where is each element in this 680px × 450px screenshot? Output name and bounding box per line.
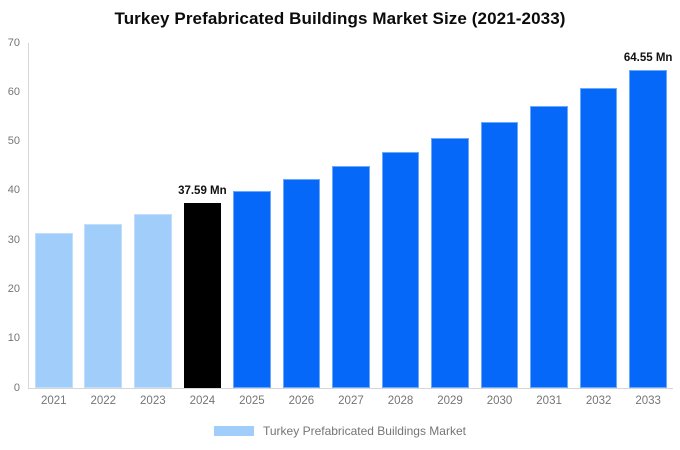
- x-tick-label-2022: 2022: [90, 395, 117, 407]
- bar-2024: [183, 202, 222, 388]
- bar-group-2025: 2025: [227, 43, 277, 407]
- bar-group-2031: 2031: [524, 43, 574, 407]
- bar-group-2024: 37.59 Mn 2024: [178, 43, 228, 407]
- y-tick-label-20: 20: [7, 282, 20, 295]
- bar-2027: [332, 166, 370, 388]
- bar-2031: [530, 105, 568, 388]
- x-tick-label-2026: 2026: [288, 395, 315, 407]
- bar-group-2027: 2027: [326, 43, 376, 407]
- y-tick-label-70: 70: [7, 36, 20, 49]
- x-tick-label-2030: 2030: [486, 395, 513, 407]
- x-tick-label-2024: 2024: [189, 395, 216, 407]
- bar-group-2029: 2029: [425, 43, 475, 407]
- bar-value-label-2024: 37.59 Mn: [178, 184, 227, 197]
- y-tick-label-40: 40: [7, 184, 20, 197]
- bar-value-label-2033: 64.55 Mn: [623, 51, 673, 64]
- x-tick-label-2033: 2033: [635, 395, 661, 407]
- x-tick-label-2023: 2023: [140, 395, 166, 407]
- legend: Turkey Prefabricated Buildings Market: [0, 424, 680, 438]
- legend-swatch: [214, 426, 254, 436]
- bar-2029: [431, 137, 469, 388]
- x-tick-label-2029: 2029: [437, 395, 463, 407]
- y-tick-label-50: 50: [7, 135, 20, 148]
- x-tick-label-2028: 2028: [387, 395, 414, 407]
- bar-2025: [233, 191, 271, 388]
- bar-group-2023: 2023: [128, 43, 178, 407]
- x-tick-label-2025: 2025: [239, 395, 265, 407]
- y-tick-label-30: 30: [7, 233, 20, 246]
- bar-2022: [84, 223, 123, 388]
- bar-group-2032: 2032: [574, 43, 624, 407]
- bar-group-2033: 64.55 Mn 2033: [623, 43, 673, 407]
- bar-group-2028: 2028: [376, 43, 426, 407]
- plot-area: 2021 2022 2023 37.59 Mn 2024 2025 2026 2027 2028…: [28, 43, 673, 407]
- bar-2032: [579, 88, 618, 388]
- bar-2021: [34, 233, 73, 388]
- bar-group-2026: 2026: [277, 43, 327, 407]
- x-tick-label-2031: 2031: [536, 395, 562, 407]
- bar-group-2021: 2021: [29, 43, 79, 407]
- y-tick-label-0: 0: [13, 381, 20, 394]
- y-tick-label-10: 10: [7, 332, 20, 345]
- x-tick-label-2021: 2021: [40, 395, 67, 407]
- bar-2026: [282, 179, 321, 388]
- chart-title: Turkey Prefabricated Buildings Market Si…: [114, 9, 566, 28]
- bar-2030: [480, 122, 519, 388]
- bar-2033: [629, 69, 667, 388]
- y-tick-label-60: 60: [7, 85, 20, 98]
- bar-group-2030: 2030: [475, 43, 525, 407]
- x-tick-label-2032: 2032: [585, 395, 612, 407]
- legend-label: Turkey Prefabricated Buildings Market: [263, 424, 466, 438]
- bar-2028: [381, 152, 420, 388]
- bar-2023: [134, 213, 172, 388]
- x-tick-label-2027: 2027: [338, 395, 364, 407]
- bar-group-2022: 2022: [79, 43, 129, 407]
